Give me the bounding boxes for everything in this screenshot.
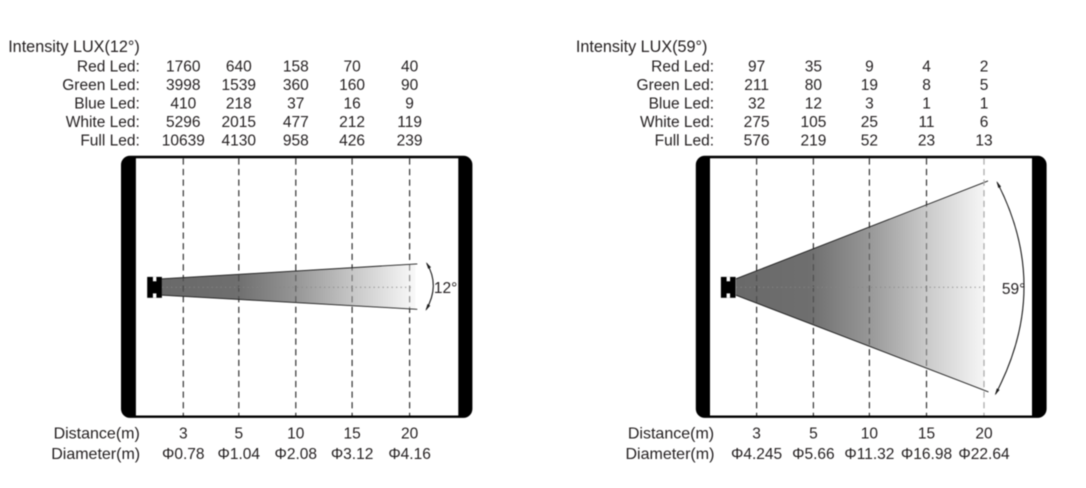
svg-text:Φ4.16: Φ4.16 <box>388 446 431 463</box>
svg-text:Φ1.04: Φ1.04 <box>218 446 261 463</box>
svg-text:15: 15 <box>918 426 935 443</box>
svg-text:4: 4 <box>922 58 931 75</box>
svg-text:37: 37 <box>287 95 304 112</box>
svg-text:Intensity LUX(59°): Intensity LUX(59°) <box>576 38 708 56</box>
svg-text:35: 35 <box>805 58 822 75</box>
svg-text:958: 958 <box>283 132 309 149</box>
svg-text:25: 25 <box>861 114 878 131</box>
svg-text:410: 410 <box>170 95 196 112</box>
svg-text:5: 5 <box>980 77 989 94</box>
svg-text:Φ11.32: Φ11.32 <box>844 446 894 463</box>
svg-text:Diameter(m): Diameter(m) <box>51 446 140 463</box>
svg-text:3: 3 <box>752 426 761 443</box>
svg-text:52: 52 <box>861 132 878 149</box>
svg-text:2: 2 <box>980 58 989 75</box>
svg-text:32: 32 <box>748 95 765 112</box>
svg-text:3: 3 <box>865 95 874 112</box>
svg-text:211: 211 <box>744 77 769 94</box>
svg-text:1760: 1760 <box>166 58 201 75</box>
svg-text:10: 10 <box>287 426 305 443</box>
svg-text:Intensity LUX(12°): Intensity LUX(12°) <box>8 38 140 56</box>
svg-text:8: 8 <box>922 77 931 94</box>
svg-text:Distance(m): Distance(m) <box>628 426 714 443</box>
svg-text:Green Led:: Green Led: <box>62 77 140 94</box>
svg-text:Φ4.245: Φ4.245 <box>731 446 782 463</box>
svg-text:40: 40 <box>401 58 419 75</box>
svg-text:Diameter(m): Diameter(m) <box>626 446 715 463</box>
svg-text:Red Led:: Red Led: <box>77 58 140 75</box>
svg-text:5296: 5296 <box>166 114 200 131</box>
svg-text:Green Led:: Green Led: <box>637 77 715 94</box>
svg-text:275: 275 <box>744 114 770 131</box>
svg-text:19: 19 <box>861 77 878 94</box>
svg-text:Φ3.12: Φ3.12 <box>331 446 374 463</box>
svg-text:97: 97 <box>748 58 765 75</box>
svg-text:158: 158 <box>283 58 309 75</box>
svg-text:3: 3 <box>179 426 188 443</box>
svg-text:15: 15 <box>343 426 360 443</box>
svg-text:5: 5 <box>234 426 243 443</box>
svg-text:9: 9 <box>865 58 874 75</box>
svg-text:Φ22.64: Φ22.64 <box>958 446 1010 463</box>
svg-text:218: 218 <box>226 95 252 112</box>
svg-text:59°: 59° <box>1002 281 1025 298</box>
svg-text:4130: 4130 <box>222 132 257 149</box>
svg-text:Full Led:: Full Led: <box>655 132 714 149</box>
svg-text:80: 80 <box>805 77 823 94</box>
svg-text:1: 1 <box>922 95 931 112</box>
svg-text:12°: 12° <box>434 280 457 297</box>
svg-text:9: 9 <box>405 95 414 112</box>
svg-text:Φ5.66: Φ5.66 <box>792 446 835 463</box>
svg-text:426: 426 <box>339 132 365 149</box>
svg-text:640: 640 <box>226 58 252 75</box>
svg-text:10639: 10639 <box>162 132 205 149</box>
svg-text:212: 212 <box>339 114 365 131</box>
svg-text:10: 10 <box>861 426 879 443</box>
svg-text:Red Led:: Red Led: <box>651 58 714 75</box>
svg-text:160: 160 <box>339 77 365 94</box>
svg-text:6: 6 <box>980 114 989 131</box>
svg-text:White Led:: White Led: <box>66 114 140 131</box>
svg-text:5: 5 <box>809 426 818 443</box>
svg-text:2015: 2015 <box>222 114 256 131</box>
svg-text:Φ0.78: Φ0.78 <box>162 446 205 463</box>
svg-text:239: 239 <box>397 132 423 149</box>
svg-text:13: 13 <box>975 132 992 149</box>
svg-text:576: 576 <box>744 132 770 149</box>
svg-text:3998: 3998 <box>166 77 200 94</box>
svg-text:23: 23 <box>918 132 935 149</box>
svg-text:70: 70 <box>343 58 361 75</box>
svg-text:1: 1 <box>980 95 989 112</box>
svg-text:Full Led:: Full Led: <box>80 132 139 149</box>
svg-text:Φ16.98: Φ16.98 <box>901 446 952 463</box>
svg-text:105: 105 <box>800 114 826 131</box>
svg-text:Blue Led:: Blue Led: <box>649 95 715 112</box>
svg-text:Blue Led:: Blue Led: <box>74 95 140 112</box>
svg-text:90: 90 <box>401 77 419 94</box>
svg-text:20: 20 <box>401 426 419 443</box>
svg-text:12: 12 <box>805 95 822 112</box>
svg-text:White Led:: White Led: <box>640 114 714 131</box>
svg-text:1539: 1539 <box>222 77 256 94</box>
svg-text:119: 119 <box>397 114 422 131</box>
svg-text:Distance(m): Distance(m) <box>54 426 140 443</box>
svg-text:20: 20 <box>975 426 993 443</box>
svg-text:16: 16 <box>343 95 360 112</box>
svg-text:Φ2.08: Φ2.08 <box>275 446 318 463</box>
svg-text:11: 11 <box>918 114 934 131</box>
svg-text:219: 219 <box>800 132 826 149</box>
svg-text:477: 477 <box>283 114 309 131</box>
svg-text:360: 360 <box>283 77 309 94</box>
